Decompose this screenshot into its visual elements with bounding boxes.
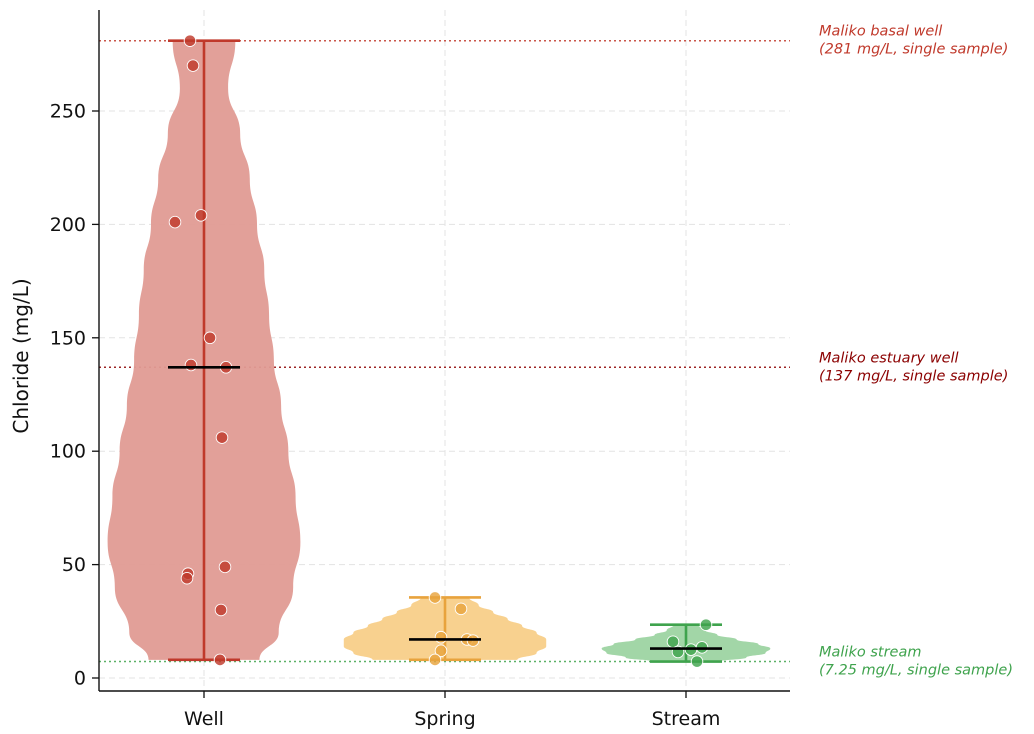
data-point — [194, 209, 208, 222]
y-tick-label: 150 — [50, 327, 86, 349]
y-axis-title: Chloride (mg/L) — [9, 278, 33, 433]
violin-layer — [107, 34, 771, 668]
data-point — [690, 655, 704, 668]
data-point — [454, 602, 468, 616]
data-point — [168, 215, 182, 229]
data-point — [214, 603, 228, 617]
data-point — [434, 630, 448, 644]
data-point — [186, 59, 200, 72]
reference-label-detail: (137 mg/L, single sample) — [819, 368, 1008, 384]
x-tick-label: Well — [184, 708, 224, 730]
y-tick-label: 50 — [62, 554, 86, 576]
data-point — [203, 331, 217, 345]
y-tick-label: 250 — [50, 101, 86, 123]
data-point — [184, 358, 198, 372]
data-point — [434, 644, 448, 658]
axis-layer: 0 50 100 150 200 250 Well Spring Stream — [50, 10, 790, 730]
reference-label-title: Maliko basal well — [819, 24, 942, 40]
data-point — [428, 653, 442, 667]
data-point — [215, 431, 229, 444]
y-tick-label: 200 — [50, 214, 86, 236]
data-point — [218, 560, 232, 574]
data-point — [183, 34, 197, 47]
reference-label-title: Maliko estuary well — [819, 350, 959, 366]
reference-label-detail: (7.25 mg/L, single sample) — [819, 663, 1013, 679]
y-tick-label: 100 — [50, 441, 86, 463]
reference-label-title: Maliko stream — [819, 645, 921, 661]
x-tick-label: Spring — [414, 708, 475, 730]
data-point — [213, 653, 227, 667]
y-tick-label: 0 — [74, 668, 86, 690]
data-point — [428, 591, 442, 604]
reference-label-detail: (281 mg/L, single sample) — [819, 42, 1008, 58]
x-tick-label: Stream — [652, 708, 721, 730]
data-point — [180, 571, 194, 585]
data-point — [699, 618, 713, 631]
